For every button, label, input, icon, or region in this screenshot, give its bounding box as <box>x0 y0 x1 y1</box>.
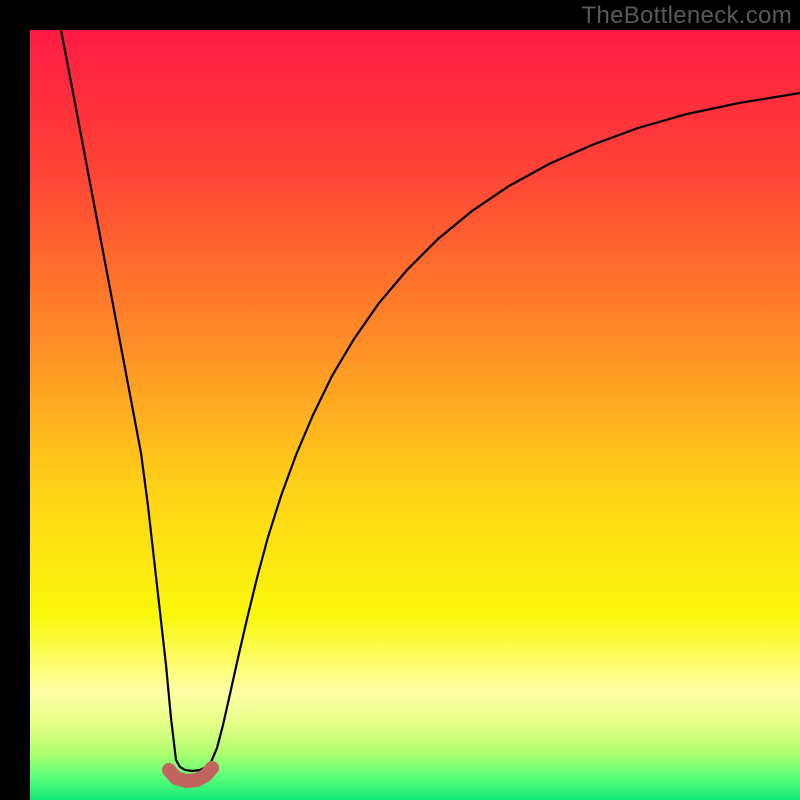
plot-area <box>30 30 800 800</box>
watermark-text: TheBottleneck.com <box>581 2 792 30</box>
plot-svg <box>30 30 800 800</box>
chart-frame: TheBottleneck.com <box>0 0 800 800</box>
gradient-background <box>30 30 800 800</box>
